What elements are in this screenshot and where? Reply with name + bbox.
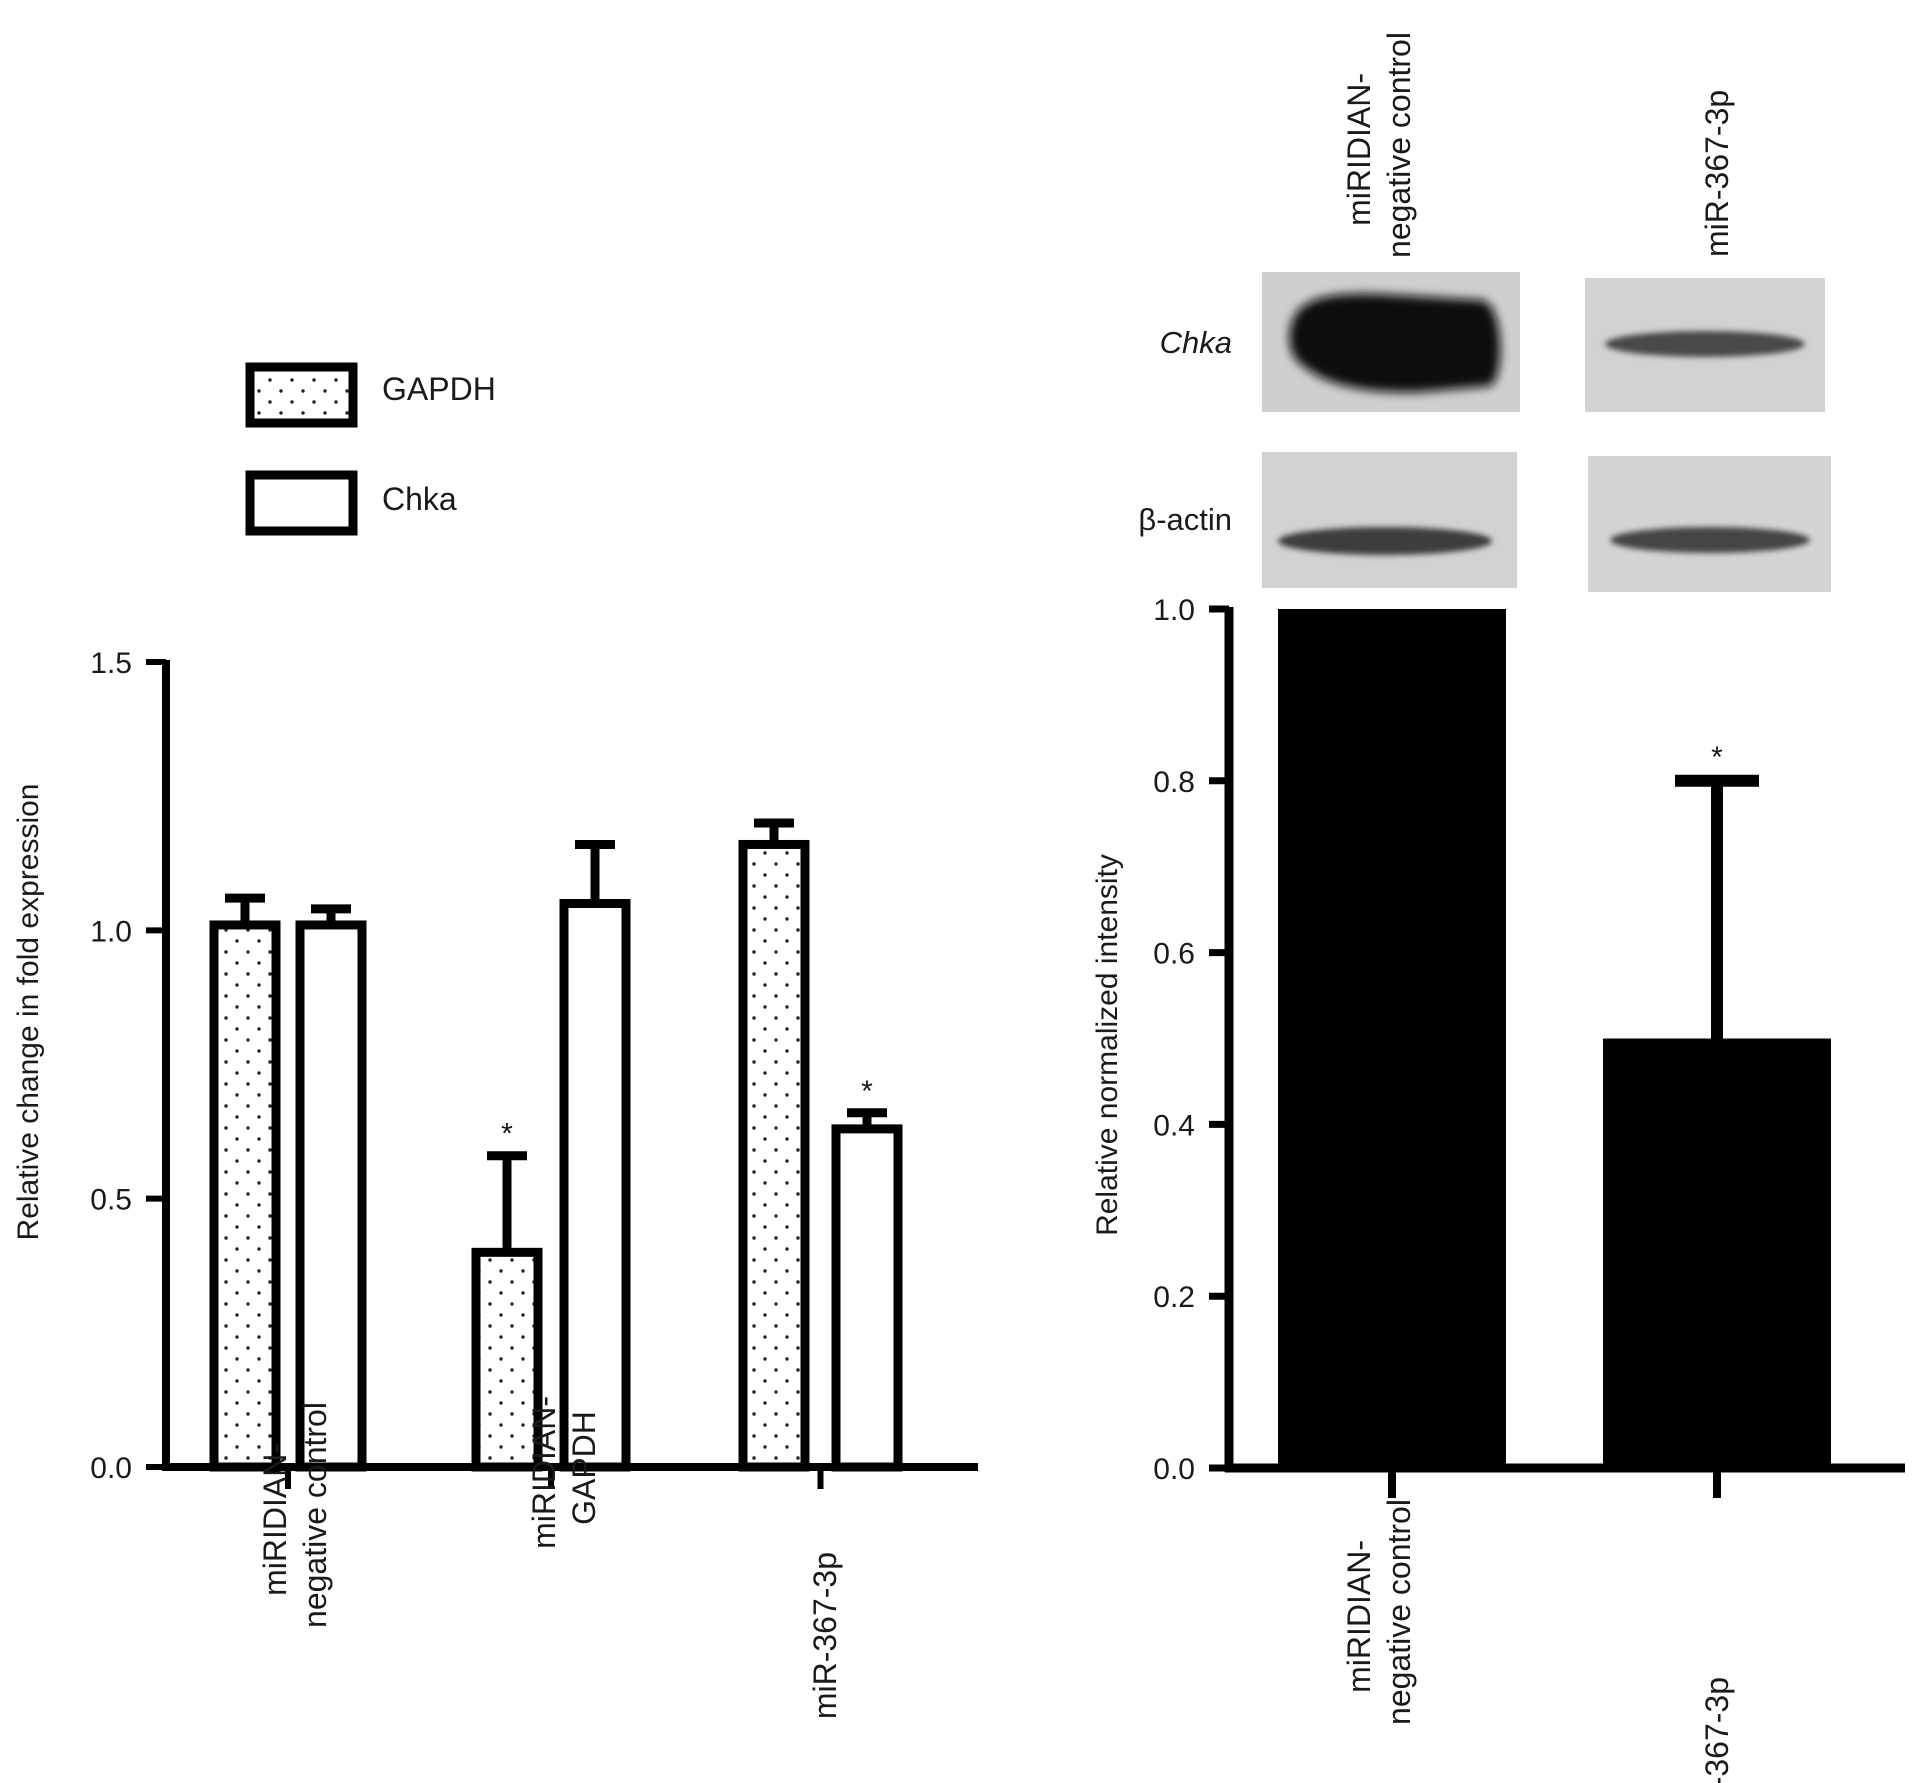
significance-mark: * [501,1118,513,1151]
blot-lane-label: miR-367-3p [1699,90,1735,257]
right-x-tick-labels: miRIDIAN- negative control miR-367-3p [1341,1499,1735,1783]
left-x-tick-labels: miRIDIAN- negative control miRIDIAN- GAP… [257,1387,843,1719]
y-tick-label: 0.4 [1153,1109,1195,1142]
blot-lane-label-line: miRIDIAN- [1341,73,1377,226]
bar-gapdh [471,1247,543,1472]
y-tick-label: 0.8 [1153,766,1195,799]
bar [1278,609,1506,1468]
y-tick-label: 0.2 [1153,1281,1195,1314]
x-tick-label-line: miRIDIAN- [526,1396,562,1549]
x-tick-label-line: negative control [1381,1499,1417,1725]
western-blot: miRIDIAN- negative control miR-367-3p Ch… [1138,32,1831,592]
x-tick-label-line: miR-367-3p [807,1552,843,1719]
y-tick-label: 0.5 [90,1184,132,1217]
x-tick-label: miR-367-3p [807,1552,843,1719]
bar-chka [559,899,631,1472]
right-y-axis-label: Relative normalized intensity [1091,854,1124,1236]
blot-lane-label: miRIDIAN- negative control [1341,32,1417,258]
right-plot-area: * 0.0 0.2 0.4 0.6 0.8 1.0 [1153,594,1905,1498]
blot-panel [1262,452,1517,588]
legend: GAPDH Chka [245,362,496,536]
bar [1603,1038,1831,1468]
x-tick-label-line: miRIDIAN- [257,1443,293,1596]
blot-band-beta-actin-control [1278,527,1492,555]
x-tick-label: miRIDIAN- negative control [1341,1499,1417,1725]
y-tick-label: 1.0 [90,915,132,948]
legend-swatch-chka [245,470,358,536]
x-tick-label-line: GAPDH [566,1411,602,1525]
significance-mark: * [861,1075,873,1108]
legend-label-gapdh: GAPDH [382,371,496,407]
x-tick-label-line: miR-367-3p [1699,1677,1735,1783]
x-tick-label: miRIDIAN- GAPDH [526,1387,602,1549]
bar-gapdh [209,920,281,1472]
blot-band-chka-control [1289,293,1501,393]
left-y-axis-label: Relative change in fold expression [12,784,45,1241]
x-tick-label: miRIDIAN- negative control [257,1402,333,1628]
blot-band-chka-mir367 [1605,331,1805,357]
blot-lane-label-line: negative control [1381,32,1417,258]
bar-gapdh [738,839,810,1472]
y-tick-label: 1.5 [90,647,132,680]
qpcr-bar-chart: GAPDH Chka * * 0.0 0.5 1.0 1.5 Relative chang… [12,362,978,1719]
y-tick-label: 0.6 [1153,938,1195,971]
x-tick-label: miR-367-3p [1699,1677,1735,1783]
blot-panel [1588,456,1831,592]
blot-row-label-chka: Chka [1160,325,1232,360]
significance-mark: * [1711,741,1723,774]
bar-chka [831,1124,903,1472]
blot-row-label-beta-actin: β-actin [1138,502,1232,537]
blot-quantification-bar-chart: * 0.0 0.2 0.4 0.6 0.8 1.0 Relative normalized … [1091,594,1905,1783]
blot-lane-label-line: miR-367-3p [1699,90,1735,257]
x-tick-label-line: negative control [297,1402,333,1628]
legend-swatch-gapdh [245,362,358,428]
y-tick-label: 0.0 [90,1452,132,1485]
left-plot-area: * * 0.0 0.5 1.0 1.5 [90,647,978,1489]
legend-label-chka: Chka [382,481,457,517]
y-tick-label: 1.0 [1153,594,1195,627]
bar-chka [295,920,367,1472]
blot-band-beta-actin-mir367 [1610,527,1810,553]
y-tick-label: 0.0 [1153,1453,1195,1486]
x-tick-label-line: miRIDIAN- [1341,1540,1377,1693]
